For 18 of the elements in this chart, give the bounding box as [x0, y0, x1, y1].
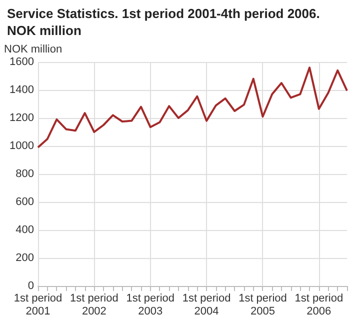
y-tick-label: 1200 [10, 112, 34, 124]
chart-title: Service Statistics. 1st period 2001-4th period 2006. NOK million [7, 6, 320, 38]
x-tick-label: 1st period 2006 [294, 292, 344, 318]
y-tick-label: 0 [28, 280, 34, 292]
y-axis-title: NOK million [4, 44, 62, 56]
line-series [37, 66, 348, 148]
x-tick-label: 1st period 2003 [126, 292, 175, 318]
y-tick-label: 800 [16, 168, 34, 180]
y-tick-label: 1400 [10, 84, 34, 96]
x-tick-label: 1st period 2005 [238, 292, 287, 318]
x-tick-label: 1st period 2004 [182, 292, 231, 318]
y-tick-label: 1000 [10, 140, 34, 152]
x-tick-label: 1st period 2001 [14, 292, 62, 318]
y-tick-label: 200 [16, 252, 34, 264]
y-tick-label: 400 [16, 224, 34, 236]
x-tick-label: 1st period 2002 [70, 292, 118, 318]
y-tick-label: 600 [16, 196, 34, 208]
y-tick-label: 1600 [10, 56, 34, 68]
